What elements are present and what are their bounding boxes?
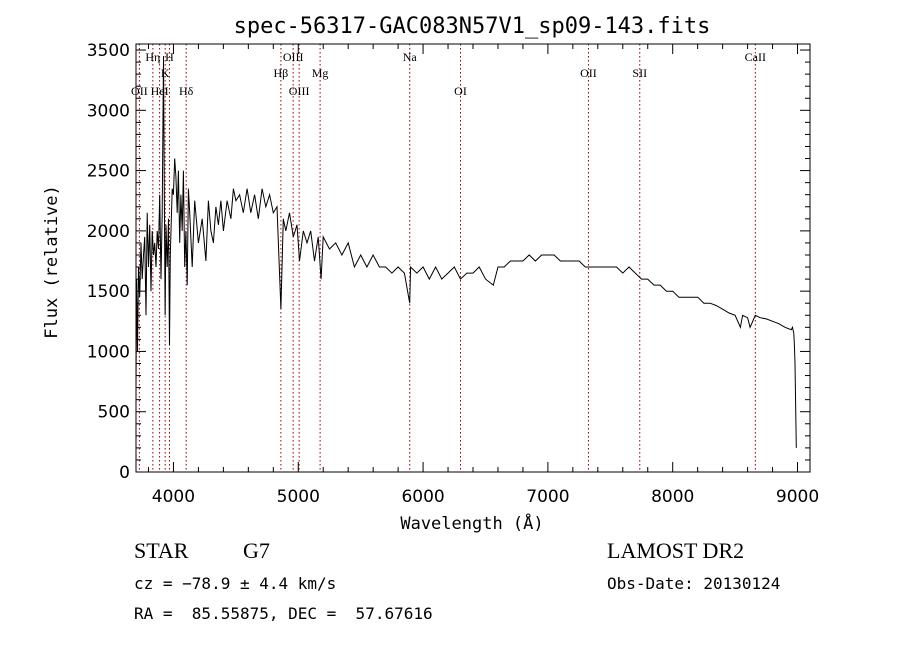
y-tick-label: 1000 (87, 342, 130, 362)
y-tick-label: 2500 (87, 162, 130, 182)
survey-name: LAMOST DR2 (607, 538, 745, 563)
spectral-line-markers (138, 44, 756, 472)
spectral-line-label: Mg (312, 66, 329, 80)
spectral-line-label: OIII (289, 84, 310, 98)
spectral-line-label: H (165, 50, 174, 64)
spectral-line-label: K (161, 66, 170, 80)
object-subclass: G7 (243, 538, 270, 563)
x-tick-label: 6000 (401, 487, 444, 507)
y-axis-title: Flux (relative) (42, 185, 62, 339)
y-tick-label: 0 (119, 463, 130, 483)
x-tick-label: 5000 (277, 487, 320, 507)
y-axis-ticks: 0 500 1000 1500 2000 2500 3000 3500 (87, 41, 810, 483)
spectral-line-label: CaII (745, 50, 766, 64)
spectral-line-label: Hδ (179, 84, 194, 98)
y-tick-label: 500 (98, 403, 130, 423)
velocity-readout: cz = −78.9 ± 4.4 km/s (134, 574, 337, 593)
spectral-line-label: HeI (151, 84, 169, 98)
spectral-line-label: OI (454, 84, 467, 98)
y-tick-label: 1500 (87, 282, 130, 302)
x-tick-label: 7000 (526, 487, 569, 507)
object-class: STAR (134, 538, 189, 563)
chart-title: spec-56317-GAC083N57V1_sp09-143.fits (234, 14, 711, 39)
plot-frame (135, 43, 811, 473)
observation-date: Obs-Date: 20130124 (607, 574, 781, 593)
spectral-line-label: Hη (145, 50, 160, 64)
spectral-line-label: Hβ (274, 66, 289, 80)
x-axis-title: Wavelength (Å) (400, 512, 543, 534)
spectral-line-label: OII (131, 84, 148, 98)
spectral-line-label: Na (403, 50, 418, 64)
x-tick-label: 8000 (651, 487, 694, 507)
x-tick-label: 4000 (152, 487, 195, 507)
y-tick-label: 2000 (87, 222, 130, 242)
spectral-line-label: SII (632, 66, 647, 80)
y-tick-label: 3000 (87, 101, 130, 121)
spectrum-line (135, 56, 797, 448)
x-axis-ticks: 4000 5000 6000 7000 8000 9000 (147, 44, 819, 507)
coordinates-readout: RA = 85.55875, DEC = 57.67616 (134, 604, 433, 623)
spectral-line-label: OIII (283, 50, 304, 64)
y-tick-label: 3500 (87, 41, 130, 61)
spectral-line-label: OII (580, 66, 597, 80)
x-tick-label: 9000 (776, 487, 819, 507)
